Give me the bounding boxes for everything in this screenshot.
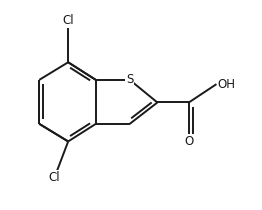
Text: S: S xyxy=(126,73,133,86)
Text: OH: OH xyxy=(218,78,236,91)
Text: O: O xyxy=(184,135,193,148)
Text: Cl: Cl xyxy=(48,171,60,184)
Text: Cl: Cl xyxy=(62,14,74,27)
